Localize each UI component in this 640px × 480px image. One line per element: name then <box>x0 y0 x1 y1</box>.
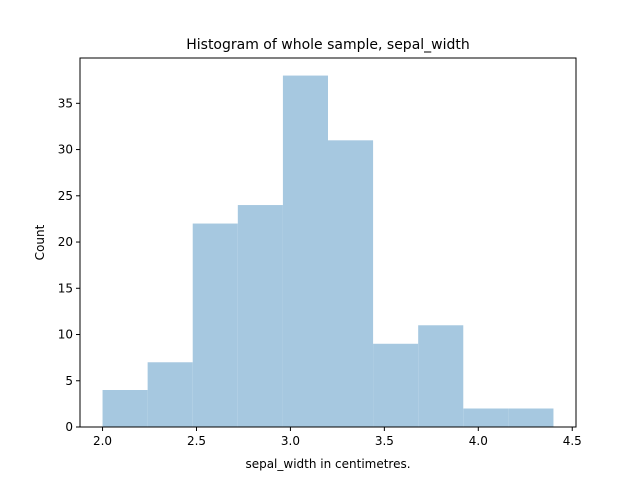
y-tick-label: 35 <box>58 96 73 110</box>
y-tick-label: 30 <box>58 143 73 157</box>
x-tick-label: 3.5 <box>375 434 394 448</box>
x-tick-label: 2.5 <box>187 434 206 448</box>
x-tick-label: 3.0 <box>281 434 300 448</box>
histogram-bar-3 <box>192 223 238 427</box>
y-tick-label: 0 <box>65 420 73 434</box>
x-axis-label: sepal_width in centimetres. <box>245 457 410 471</box>
y-axis-label: Count <box>33 224 47 260</box>
y-tick-label: 15 <box>58 281 73 295</box>
histogram-bar-10 <box>508 408 554 427</box>
y-tick-label: 25 <box>58 189 73 203</box>
x-tick-label: 4.0 <box>469 434 488 448</box>
chart-title: Histogram of whole sample, sepal_width <box>186 37 470 53</box>
y-tick-label: 20 <box>58 235 73 249</box>
histogram-bar-7 <box>373 343 419 427</box>
x-tick-label: 4.5 <box>563 434 582 448</box>
histogram-bar-6 <box>328 140 374 427</box>
y-tick-label: 5 <box>65 374 73 388</box>
x-axis: 2.0 2.5 3.0 3.5 4.0 4.5 <box>93 427 582 448</box>
histogram-bar-2 <box>147 362 193 427</box>
histogram-bar-5 <box>282 75 328 428</box>
x-tick-label: 2.0 <box>93 434 112 448</box>
y-axis: 0 5 10 15 20 25 30 35 <box>58 96 80 434</box>
histogram-bar-9 <box>463 408 509 427</box>
y-tick-label: 10 <box>58 328 73 342</box>
histogram-bar-8 <box>418 325 464 427</box>
histogram-bar-1 <box>102 390 148 427</box>
histogram-bar-4 <box>237 205 283 427</box>
bars-group <box>102 75 554 428</box>
